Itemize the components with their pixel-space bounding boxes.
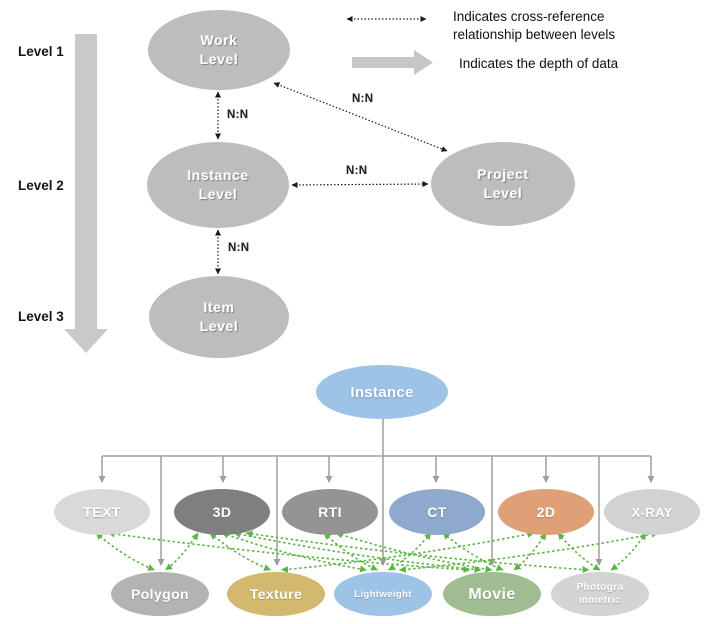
node-label: 2D bbox=[536, 503, 556, 520]
cross-ref-edge-3d-lightweight bbox=[221, 531, 367, 573]
relationship-arrow-work-project bbox=[273, 82, 448, 152]
cross-ref-edge-3d-polygon bbox=[165, 532, 199, 571]
node-label: Work Level bbox=[199, 32, 239, 67]
legend-depth-arrow bbox=[352, 50, 433, 75]
node-text: TEXT bbox=[54, 489, 150, 535]
nn-label-instance-item: N:N bbox=[228, 242, 250, 254]
cross-reference-edges bbox=[95, 530, 659, 574]
cross-ref-edge-2d-photogrammetric bbox=[557, 532, 601, 571]
cross-ref-edge-3d-photogrammetric bbox=[245, 530, 590, 574]
node-x-ray: X-RAY bbox=[604, 489, 700, 535]
node-project-level: Project Level bbox=[431, 142, 575, 226]
node-2d: 2D bbox=[498, 489, 594, 535]
node-label: Instance bbox=[350, 383, 414, 401]
node-label: Item Level bbox=[199, 299, 239, 334]
nn-label-instance-project: N:N bbox=[346, 165, 368, 177]
node-instance: Instance bbox=[316, 365, 448, 419]
legend-depth-text: Indicates the depth of data bbox=[459, 56, 619, 71]
node-ct: CT bbox=[389, 489, 485, 535]
cross-ref-edge-x-ray-photogrammetric bbox=[610, 532, 647, 571]
node-work-level: Work Level bbox=[148, 10, 290, 90]
cross-ref-edge-text-polygon bbox=[95, 532, 155, 571]
node-label: 3D bbox=[212, 503, 232, 520]
depth-of-data-bar bbox=[64, 34, 108, 353]
node-label: Polygon bbox=[130, 585, 190, 602]
level-2-label: Level 2 bbox=[18, 178, 64, 193]
node-texture: Texture bbox=[227, 572, 325, 616]
node-label: Photogra mmetric bbox=[576, 582, 624, 606]
nn-label-work-instance: N:N bbox=[227, 109, 249, 121]
node-label: X-RAY bbox=[631, 504, 673, 520]
node-rti: RTI bbox=[282, 489, 378, 535]
cross-ref-edge-3d-movie bbox=[233, 530, 482, 573]
level-3-label: Level 3 bbox=[18, 309, 64, 324]
node-polygon: Polygon bbox=[111, 572, 209, 616]
cross-ref-edge-text-movie bbox=[107, 530, 471, 574]
node-photogrammetric: Photogra mmetric bbox=[551, 572, 649, 616]
node-3d: 3D bbox=[174, 489, 270, 535]
cross-ref-edge-2d-movie bbox=[513, 532, 547, 571]
cross-ref-edge-x-ray-lightweight bbox=[399, 530, 659, 573]
node-label: Lightweight bbox=[354, 588, 412, 600]
level-1-label: Level 1 bbox=[18, 44, 64, 59]
cross-ref-edge-2d-texture bbox=[281, 530, 535, 573]
cross-ref-edge-rti-lightweight bbox=[323, 532, 378, 571]
cross-ref-edge-ct-movie bbox=[442, 532, 504, 571]
nn-label-work-project: N:N bbox=[352, 93, 374, 105]
node-label: Project Level bbox=[477, 166, 529, 201]
node-label: TEXT bbox=[83, 503, 121, 520]
node-label: Movie bbox=[468, 585, 516, 603]
node-label: CT bbox=[427, 503, 447, 520]
node-lightweight: Lightweight bbox=[334, 572, 432, 616]
node-label: Texture bbox=[249, 585, 303, 602]
node-movie: Movie bbox=[443, 572, 541, 616]
node-item-level: Item Level bbox=[149, 276, 289, 358]
legend-crossref-text: Indicates cross-reference relationship b… bbox=[453, 9, 616, 42]
node-instance-level: Instance Level bbox=[147, 142, 289, 228]
relationship-arrow-instance-project bbox=[291, 181, 429, 188]
node-label: Instance Level bbox=[187, 167, 249, 202]
node-label: RTI bbox=[318, 503, 342, 520]
cross-ref-edge-3d-texture bbox=[209, 532, 271, 571]
